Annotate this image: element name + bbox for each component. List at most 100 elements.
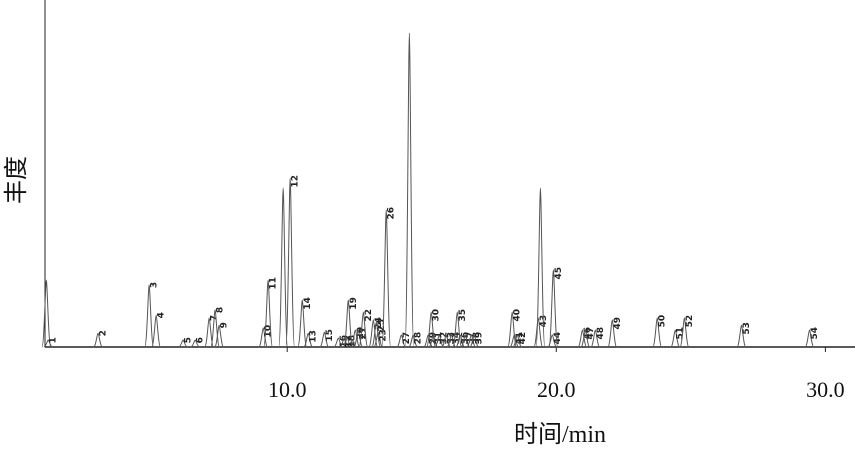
peak xyxy=(350,329,361,348)
peak-label: 8 xyxy=(216,307,226,313)
peak-label: 5 xyxy=(184,337,194,343)
peak-label: 44 xyxy=(553,332,563,345)
peak-label: 13 xyxy=(309,330,319,343)
peak-label: 10 xyxy=(264,325,274,338)
peak xyxy=(679,317,690,348)
peak-label: 37 xyxy=(466,332,476,345)
peak xyxy=(396,334,406,348)
peak xyxy=(509,334,519,348)
peak xyxy=(535,187,546,348)
x-tick-label: 30.0 xyxy=(806,377,845,402)
peak xyxy=(151,314,162,348)
peak-label: 52 xyxy=(685,315,695,328)
peak-label: 43 xyxy=(539,315,549,328)
peak-label: 34 xyxy=(452,332,462,345)
peak xyxy=(144,284,155,348)
peak xyxy=(469,334,479,348)
peak-label: 30 xyxy=(432,309,442,322)
peak xyxy=(381,209,392,348)
peak-label: 27 xyxy=(402,332,412,345)
peak-label: 38 xyxy=(472,332,482,345)
peak-label: 45 xyxy=(554,267,564,280)
peak-label: 11 xyxy=(269,277,279,290)
peak xyxy=(258,327,269,348)
peak xyxy=(353,329,364,348)
peak xyxy=(263,279,273,348)
peak-label: 23 xyxy=(379,329,389,342)
x-axis-label: 时间/min xyxy=(514,421,606,448)
peak xyxy=(297,299,308,348)
peak-label: 15 xyxy=(325,329,335,342)
peak xyxy=(460,334,471,348)
peak xyxy=(652,317,663,348)
peak-label: 46 xyxy=(583,327,593,340)
peak xyxy=(210,309,220,348)
peak xyxy=(178,339,188,348)
peak xyxy=(190,339,200,348)
peak xyxy=(466,334,476,348)
peak-label: 2 xyxy=(99,330,109,336)
peak xyxy=(533,317,544,348)
peak xyxy=(285,177,296,348)
peak xyxy=(339,337,349,348)
peak xyxy=(41,279,52,348)
x-tick-label: 10.0 xyxy=(268,377,307,402)
peak-label: 21 xyxy=(359,327,369,340)
peak-label: 42 xyxy=(518,332,528,345)
peak-label: 39 xyxy=(475,332,485,345)
peak xyxy=(43,339,53,348)
peak xyxy=(434,334,444,348)
peak xyxy=(577,329,588,348)
peak xyxy=(548,269,559,348)
peak-label: 20 xyxy=(356,327,366,340)
peak-label: 51 xyxy=(676,327,686,340)
peak-label: 3 xyxy=(150,282,160,288)
peak xyxy=(428,334,438,348)
peak xyxy=(319,331,330,348)
peak-label: 41 xyxy=(515,332,525,345)
peak xyxy=(368,319,379,348)
peak-label: 19 xyxy=(349,297,359,310)
peak-label: 22 xyxy=(364,309,374,322)
peak-label: 31 xyxy=(434,332,444,345)
peak-label: 16 xyxy=(339,335,349,348)
x-tick-label: 20.0 xyxy=(537,377,576,402)
peak-label: 54 xyxy=(810,327,820,340)
peak xyxy=(736,324,747,348)
peak-label: 36 xyxy=(461,332,471,345)
peak-label: 33 xyxy=(447,332,457,345)
peak-label: 49 xyxy=(613,317,623,330)
peak xyxy=(343,299,354,348)
peak-label: 9 xyxy=(220,322,230,328)
peak-label: 1 xyxy=(49,337,59,343)
peak-label: 4 xyxy=(157,312,167,318)
peak-label: 17 xyxy=(345,335,355,348)
peak-label: 7 xyxy=(210,315,220,321)
peak xyxy=(358,311,369,348)
peak xyxy=(580,329,591,348)
peak-label: 26 xyxy=(387,207,397,220)
peak xyxy=(507,311,518,348)
y-axis-label: 丰度 xyxy=(3,156,30,204)
peak xyxy=(670,329,681,348)
peak-label: 24 xyxy=(374,317,384,330)
peak-label: 35 xyxy=(458,309,468,322)
peak xyxy=(590,329,601,348)
peak-label: 12 xyxy=(291,175,301,188)
peak-label: 6 xyxy=(196,337,206,343)
peak-label: 47 xyxy=(586,327,596,340)
peak-label: 40 xyxy=(513,309,523,322)
peak xyxy=(404,32,415,348)
peak xyxy=(426,311,437,348)
peak-label: 53 xyxy=(742,322,752,335)
peak xyxy=(278,187,289,348)
peak xyxy=(93,332,103,348)
peak-label: 50 xyxy=(658,315,668,328)
peak-label: 14 xyxy=(303,297,313,310)
peak xyxy=(408,334,418,348)
peak-label: 25 xyxy=(377,319,387,332)
peak xyxy=(214,324,225,348)
peak xyxy=(371,321,382,348)
